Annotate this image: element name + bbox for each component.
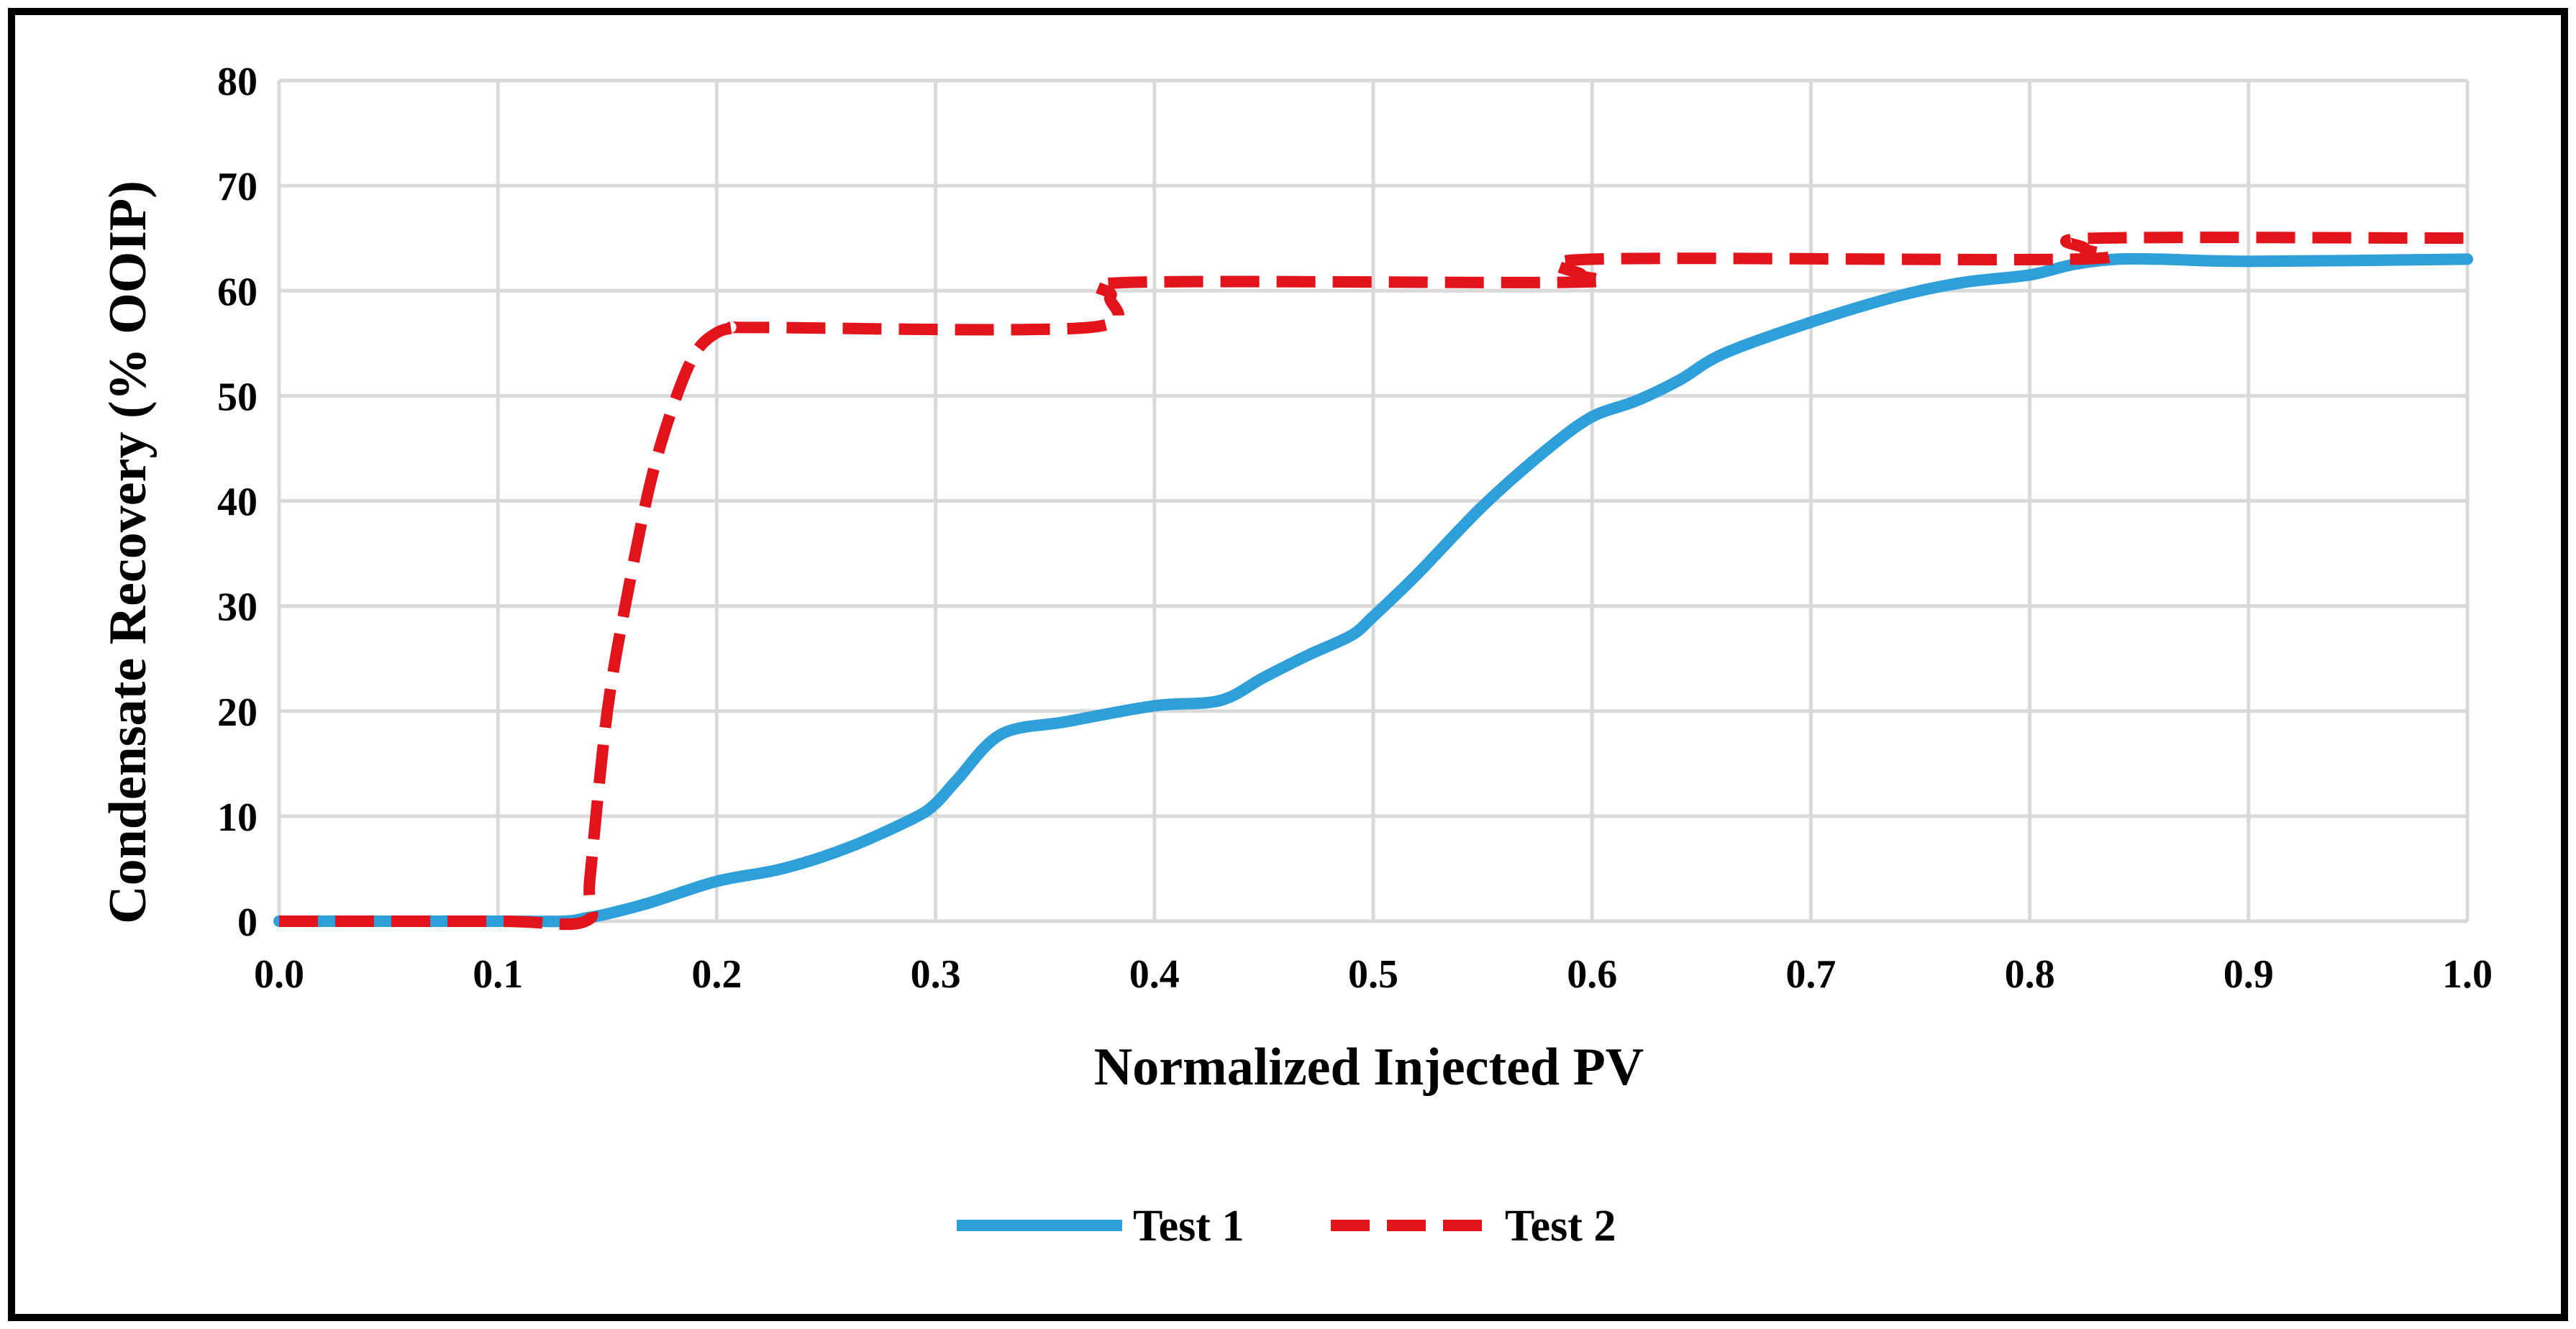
series-line-test-1 — [273, 252, 2473, 928]
legend-label-test-2: Test 2 — [1505, 1202, 1616, 1251]
x-tick-label: 0.2 — [691, 952, 742, 997]
x-tick-label: 0.6 — [1567, 952, 1617, 997]
legend: Test 1 Test 2 — [957, 1202, 1616, 1251]
y-axis-ticks: 0 10 20 30 40 50 60 70 80 — [217, 60, 258, 945]
legend-label-test-1: Test 1 — [1133, 1202, 1244, 1251]
x-tick-label: 0.8 — [2005, 952, 2055, 997]
x-axis-title: Normalized Injected PV — [1094, 1038, 1644, 1097]
y-tick-label: 20 — [217, 690, 258, 735]
y-tick-label: 40 — [217, 480, 258, 525]
x-tick-label: 0.5 — [1348, 952, 1398, 997]
grid — [277, 78, 2470, 923]
x-tick-label: 0.0 — [254, 952, 304, 997]
plot-area — [273, 232, 2473, 931]
y-tick-label: 70 — [217, 165, 258, 209]
y-tick-label: 30 — [217, 585, 258, 630]
y-tick-label: 50 — [217, 375, 258, 419]
x-tick-label: 0.7 — [1785, 952, 1836, 997]
y-tick-label: 60 — [217, 270, 258, 314]
x-tick-label: 0.1 — [473, 952, 523, 997]
x-tick-label: 0.9 — [2224, 952, 2274, 997]
x-tick-label: 0.3 — [911, 952, 961, 997]
x-tick-label: 0.4 — [1129, 952, 1180, 997]
y-tick-label: 0 — [237, 900, 258, 945]
y-tick-label: 10 — [217, 795, 258, 840]
x-axis-ticks: 0.0 0.1 0.2 0.3 0.4 0.5 0.6 0.7 0.8 0.9 1.0 — [254, 952, 2493, 997]
y-tick-label: 80 — [217, 60, 258, 104]
series-line-test-2 — [279, 232, 2468, 931]
x-tick-label: 1.0 — [2442, 952, 2493, 997]
y-axis-title: Condensate Recovery (% OOIP) — [99, 181, 158, 924]
